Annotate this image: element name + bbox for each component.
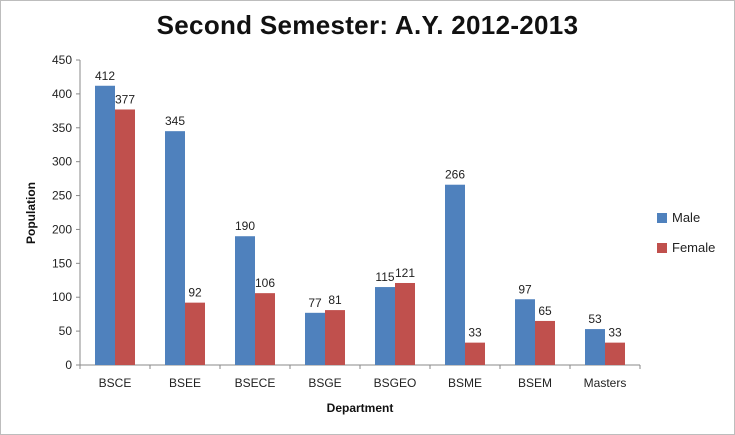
chart-title: Second Semester: A.Y. 2012-2013 xyxy=(156,10,579,40)
data-label-male: 53 xyxy=(588,312,602,326)
legend-swatch-male xyxy=(657,213,667,223)
data-label-female: 33 xyxy=(468,326,482,340)
data-label-male: 412 xyxy=(95,69,115,83)
legend-swatch-female xyxy=(657,243,667,253)
legend-label-female: Female xyxy=(672,240,715,255)
data-label-female: 121 xyxy=(395,266,415,280)
x-tick-label: BSEE xyxy=(169,376,201,390)
x-tick-label: BSGEO xyxy=(374,376,417,390)
bar-female xyxy=(465,342,485,365)
y-tick-label: 150 xyxy=(52,256,72,270)
y-tick-label: 300 xyxy=(52,155,72,169)
x-tick-label: BSGE xyxy=(308,376,341,390)
data-label-female: 377 xyxy=(115,92,135,106)
x-axis-title: Department xyxy=(327,401,394,415)
x-tick-label: BSCE xyxy=(99,376,132,390)
data-label-female: 92 xyxy=(188,286,202,300)
y-tick-label: 450 xyxy=(52,53,72,67)
y-axis-title: Population xyxy=(24,182,38,244)
data-label-female: 106 xyxy=(255,276,275,290)
bar-male xyxy=(585,329,605,365)
bar-female xyxy=(605,342,625,365)
data-label-male: 190 xyxy=(235,219,255,233)
data-label-female: 65 xyxy=(538,304,552,318)
bar-female xyxy=(185,302,205,365)
y-tick-label: 400 xyxy=(52,87,72,101)
bar-female xyxy=(535,320,555,365)
bar-female xyxy=(325,310,345,365)
y-tick-label: 350 xyxy=(52,121,72,135)
data-label-female: 33 xyxy=(608,326,622,340)
bar-female xyxy=(395,282,415,365)
data-label-male: 345 xyxy=(165,114,185,128)
bar-female xyxy=(115,109,135,365)
legend-label-male: Male xyxy=(672,210,700,225)
bar-male xyxy=(305,312,325,365)
y-tick-label: 50 xyxy=(59,324,73,338)
x-tick-label: BSEM xyxy=(518,376,552,390)
bar-male xyxy=(165,131,185,365)
data-label-female: 81 xyxy=(328,293,342,307)
bar-female xyxy=(255,293,275,365)
bar-male xyxy=(375,287,395,365)
data-label-male: 97 xyxy=(518,282,532,296)
data-label-male: 266 xyxy=(445,168,465,182)
bar-male xyxy=(515,299,535,365)
data-label-male: 77 xyxy=(308,296,322,310)
x-tick-label: BSME xyxy=(448,376,482,390)
bar-male xyxy=(445,184,465,365)
bar-male xyxy=(95,85,115,365)
data-label-male: 115 xyxy=(375,270,394,284)
y-tick-label: 100 xyxy=(52,290,72,304)
y-tick-label: 0 xyxy=(65,358,72,372)
bar-male xyxy=(235,236,255,365)
x-tick-label: BSECE xyxy=(235,376,276,390)
y-tick-label: 250 xyxy=(52,189,72,203)
y-tick-label: 200 xyxy=(52,222,72,236)
x-tick-label: Masters xyxy=(584,376,627,390)
